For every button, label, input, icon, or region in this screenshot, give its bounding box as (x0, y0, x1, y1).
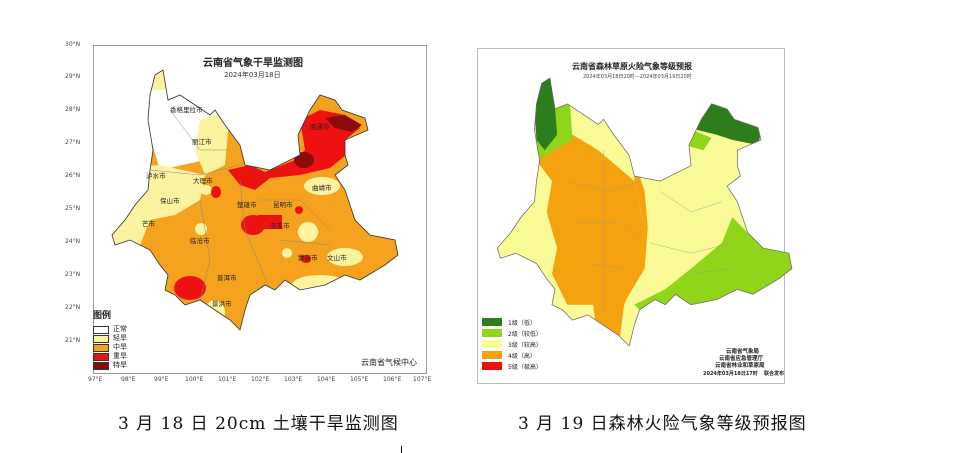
lat-tick: 30°N (65, 41, 81, 48)
lon-tick: 104°E (317, 376, 336, 383)
lon-tick: 105°E (350, 376, 369, 383)
level1-area (531, 78, 558, 151)
fire-map-issuer: 云南省应急管理厅 (719, 356, 764, 362)
light-drought-area (195, 110, 230, 175)
caption-fire-map: 3 月 19 日森林火险气象等级预报图 (518, 414, 807, 434)
city-label: 昭通市 (310, 123, 330, 131)
level2-area (634, 217, 792, 315)
lon-tick: 103°E (284, 376, 303, 383)
fire-map-issuer: 云南省气象局 (726, 349, 760, 355)
lon-tick: 106°E (383, 376, 402, 383)
fire-risk-map (496, 77, 793, 347)
legend-title: 图例 (93, 311, 112, 321)
legend-swatch-extreme (93, 362, 109, 370)
legend-swatch-normal (93, 326, 109, 334)
legend-swatch-moderate (93, 344, 109, 352)
lat-tick: 26°N (65, 172, 81, 179)
level4-area (536, 119, 645, 346)
fire-map-issuer: 云南省林业和草原局 (715, 363, 765, 369)
lat-tick: 24°N (65, 238, 81, 245)
lat-tick: 21°N (65, 337, 81, 344)
lon-tick: 98°E (121, 376, 136, 383)
legend-swatch-level4 (482, 351, 502, 359)
legend-label: 轻旱 (113, 334, 127, 342)
legend-swatch-level5 (482, 362, 502, 370)
lat-tick: 27°N (65, 139, 81, 146)
legend-label: 中旱 (113, 343, 127, 351)
legend-swatch-level2 (482, 329, 502, 337)
severe-drought-area (228, 110, 360, 190)
drought-map-issuer: 云南省气候中心 (361, 358, 417, 367)
lat-tick: 25°N (65, 205, 81, 212)
lon-tick: 100°E (185, 376, 204, 383)
lon-tick: 99°E (154, 376, 169, 383)
legend-swatch-level3 (482, 340, 502, 348)
legend-label: 5级（极高） (508, 364, 542, 371)
extreme-drought-area (325, 115, 362, 132)
city-label: 普洱市 (217, 274, 237, 282)
lat-tick: 23°N (65, 271, 81, 278)
city-label: 芒市 (142, 220, 155, 228)
city-label: 景洪市 (212, 300, 232, 308)
city-label: 泸水市 (146, 172, 166, 180)
light-drought-area (150, 70, 180, 90)
city-label: 玉溪市 (270, 222, 290, 230)
city-label: 蒙自市 (298, 254, 318, 262)
lat-tick: 22°N (65, 304, 81, 311)
drought-map-title: 云南省气象干旱监测图 (203, 58, 303, 69)
lat-tick: 29°N (65, 73, 81, 80)
fire-map-title: 云南省森林草原火险气象等级预报 (572, 62, 692, 71)
legend-label: 4级（高） (508, 353, 536, 360)
legend-swatch-severe (93, 353, 109, 361)
city-label: 临沧市 (190, 237, 210, 245)
legend-label: 特旱 (113, 361, 127, 369)
city-label: 丽江市 (192, 138, 212, 146)
city-label: 昆明市 (273, 201, 293, 209)
lon-tick: 102°E (251, 376, 270, 383)
lon-tick: 107°E (413, 376, 432, 383)
legend-label: 正常 (113, 325, 127, 333)
fire-map-issue-time: 2024年03月18日17时 (703, 371, 758, 377)
legend-label: 2级（较低） (508, 331, 542, 338)
legend-label: 重旱 (113, 352, 127, 360)
city-label: 大理市 (193, 177, 213, 185)
city-label: 香格里拉市 (170, 106, 203, 114)
lon-tick: 97°E (88, 376, 103, 383)
city-label: 曲靖市 (312, 184, 332, 192)
fire-map-period: 2024年03月18日20时—2024年03月19日20时 (583, 74, 692, 80)
legend-swatch-light (93, 335, 109, 343)
city-label: 保山市 (160, 197, 180, 205)
caption-drought-map: 3 月 18 日 20cm 土壤干旱监测图 (118, 414, 399, 434)
text-cursor (401, 446, 402, 453)
fire-map-joint-release: 联合发布 (764, 371, 785, 377)
legend-swatch-level1 (482, 318, 502, 326)
lon-tick: 101°E (218, 376, 237, 383)
city-label: 楚雄市 (237, 201, 257, 209)
lat-tick: 28°N (65, 106, 81, 113)
city-label: 文山市 (327, 254, 347, 262)
legend-label: 1级（低） (508, 320, 536, 327)
drought-map-date: 2024年03月18日 (224, 71, 281, 79)
legend-label: 3级（较高） (508, 342, 542, 349)
